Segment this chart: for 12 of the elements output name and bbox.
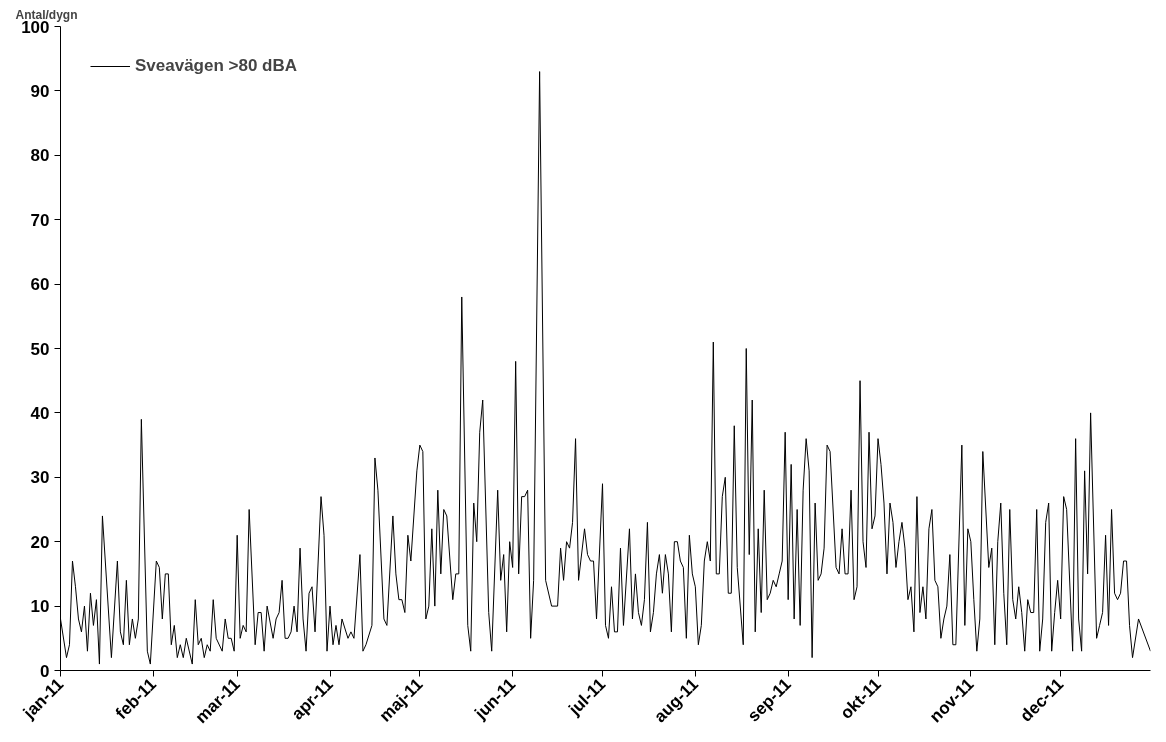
y-tick-label: 20 (30, 532, 50, 552)
y-tick-label: 60 (30, 275, 50, 295)
y-tick-label: 0 (40, 661, 50, 681)
y-tick-label: 80 (30, 146, 50, 166)
y-tick-label: 50 (30, 339, 50, 359)
y-tick-label: 90 (30, 81, 50, 101)
y-tick-label: 70 (30, 210, 50, 230)
y-axis-title: Antal/dygn (15, 7, 78, 22)
y-tick-label: 30 (30, 468, 50, 488)
y-tick-label: 10 (30, 597, 50, 617)
y-tick-label: 40 (30, 403, 50, 423)
legend-label: Sveavägen >80 dBA (135, 56, 298, 76)
